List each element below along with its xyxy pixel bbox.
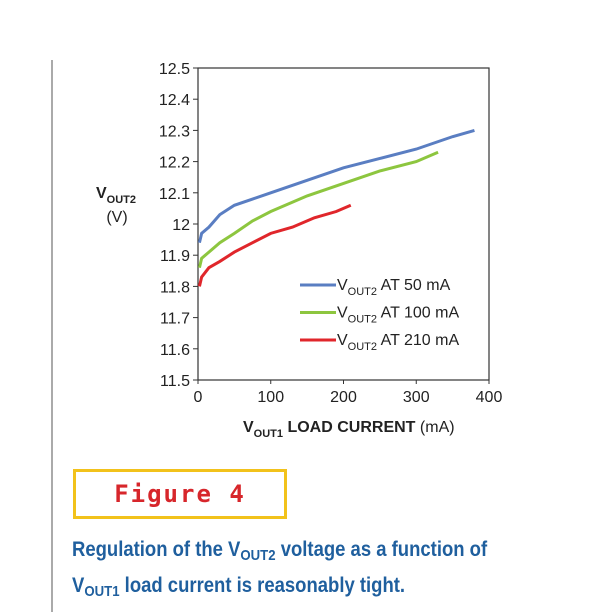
y-tick-label: 12.2 [159, 155, 190, 172]
y-tick-label: 11.8 [160, 279, 190, 296]
subscript: OUT2 [107, 194, 136, 206]
caption-text: Regulation of the V [72, 538, 241, 561]
text-part: V [337, 305, 348, 322]
series-line [197, 203, 352, 287]
caption-text: voltage as a function of V [72, 538, 488, 597]
y-unit: (V) [106, 209, 127, 226]
y-tick-label: 11.7 [160, 311, 190, 328]
label: VOUT2 AT 100 mA [337, 305, 459, 326]
y-tick-label: 11.6 [160, 342, 190, 359]
x-tick-label: 200 [330, 389, 357, 406]
x-tick-label: 300 [403, 389, 430, 406]
text-part: V [337, 277, 348, 294]
text-part: V [243, 419, 254, 436]
subscript: OUT1 [254, 428, 283, 440]
caption-subscript: OUT1 [84, 583, 120, 600]
text-part: LOAD CURRENT [283, 419, 420, 436]
label: VOUT2 [96, 185, 136, 206]
x-tick-label: 100 [257, 389, 284, 406]
y-tick-label: 12.3 [159, 123, 190, 140]
caption: Regulation of the VOUT2 voltage as a fun… [72, 535, 538, 607]
text-part: V [337, 332, 348, 349]
y-tick-label: 12 [172, 217, 190, 234]
y-tick-label: 12.1 [159, 186, 190, 203]
text-part: AT 50 mA [377, 277, 451, 294]
subscript: OUT2 [348, 286, 377, 298]
subscript: OUT2 [348, 314, 377, 326]
y-tick-label: 11.9 [160, 248, 190, 265]
series-line [197, 150, 439, 269]
figure-label: Figure 4 [73, 469, 287, 519]
text-part: (mA) [420, 419, 455, 436]
y-tick-label: 11.5 [160, 373, 190, 390]
y-tick-label: 12.5 [159, 61, 190, 78]
x-tick-label: 0 [194, 389, 203, 406]
caption-text: load current is reasonably tight. [119, 574, 406, 597]
y-tick-label: 12.4 [159, 92, 190, 109]
caption-subscript: OUT2 [240, 547, 276, 564]
label: VOUT2 AT 50 mA [337, 277, 451, 298]
x-tick-label: 400 [476, 389, 503, 406]
label: VOUT2 AT 210 mA [337, 332, 459, 353]
series-line [197, 128, 475, 244]
label: VOUT1 LOAD CURRENT (mA) [243, 419, 455, 440]
text-part: V [96, 185, 107, 202]
text-part: AT 210 mA [377, 332, 459, 349]
subscript: OUT2 [348, 341, 377, 353]
text-part: AT 100 mA [377, 305, 459, 322]
